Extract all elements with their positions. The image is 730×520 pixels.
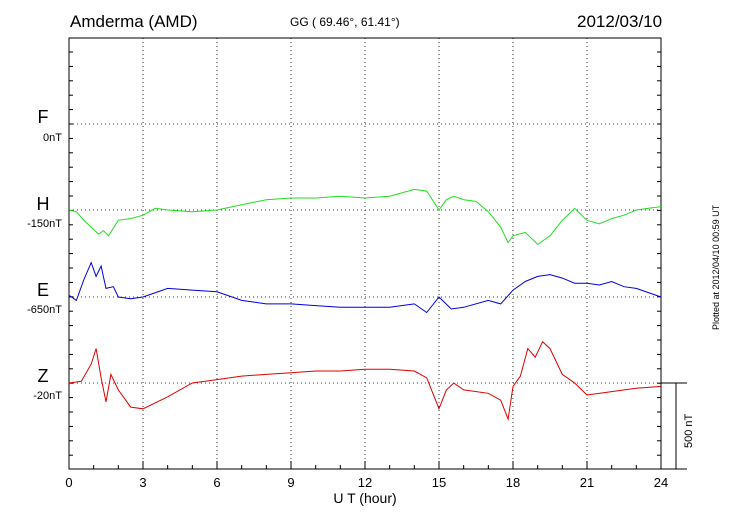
trace-h <box>68 188 662 246</box>
trace-z <box>68 340 662 422</box>
plotted-timestamp: Plotted at 2012/04/10 00:59 UT <box>711 204 721 330</box>
channel-baseline-z: -20nT <box>33 390 62 402</box>
channel-baseline-h: -150nT <box>27 218 62 230</box>
channel-baseline-e: -650nT <box>27 304 62 316</box>
trace-e <box>68 261 662 314</box>
x-tick-label: 18 <box>506 475 520 490</box>
channel-label-z: Z <box>37 366 49 386</box>
channel-label-e: E <box>36 280 49 300</box>
x-tick-label: 3 <box>139 475 146 490</box>
x-tick-label: 15 <box>432 475 446 490</box>
channel-label-f: F <box>37 107 49 127</box>
x-tick-label: 6 <box>213 475 220 490</box>
x-axis-label: U T (hour) <box>333 490 396 506</box>
channel-baseline-f: 0nT <box>43 132 62 144</box>
channel-label-h: H <box>36 194 50 214</box>
x-tick-label: 24 <box>654 475 668 490</box>
plot-date: 2012/03/10 <box>577 12 663 31</box>
x-tick-label: 0 <box>65 475 72 490</box>
station-title: Amderma (AMD) <box>70 12 198 31</box>
scale-bar-label: 500 nT <box>683 413 695 448</box>
x-tick-label: 9 <box>287 475 294 490</box>
x-tick-label: 21 <box>580 475 594 490</box>
station-coordinates: GG ( 69.46°, 61.41°) <box>290 15 400 29</box>
x-tick-label: 12 <box>358 475 372 490</box>
